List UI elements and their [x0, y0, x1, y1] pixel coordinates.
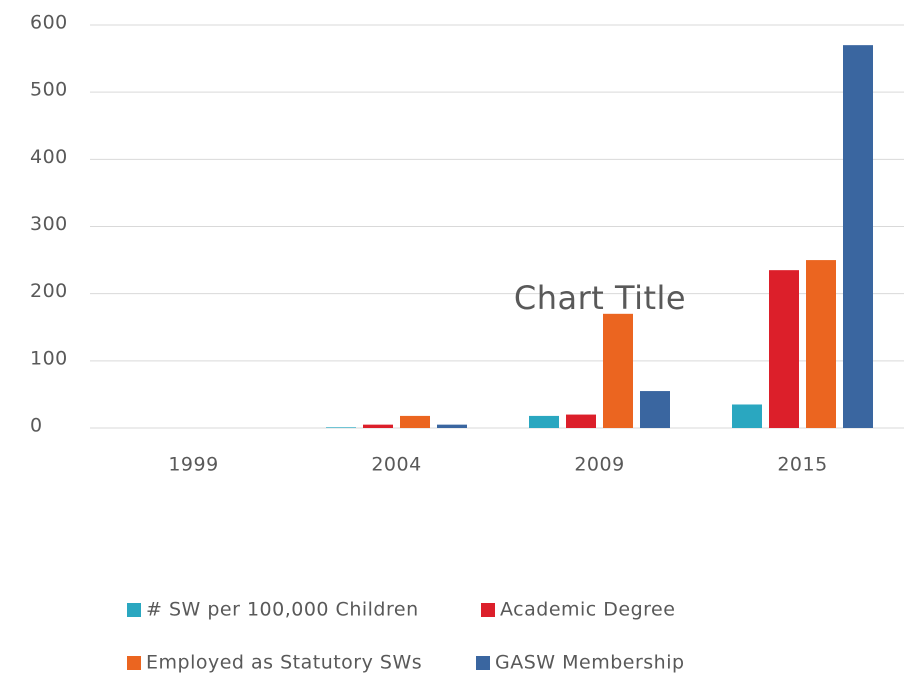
bar	[806, 260, 836, 428]
bar	[437, 424, 467, 428]
x-tick-label: 2015	[777, 454, 827, 476]
bar	[400, 415, 430, 428]
y-tick-label: 0	[30, 415, 43, 437]
x-tick-label: 2004	[371, 454, 421, 476]
legend-swatch	[127, 603, 141, 617]
x-tick-label: 1999	[168, 454, 218, 476]
y-tick-label: 400	[30, 146, 68, 168]
chart-title: Chart Title	[514, 279, 686, 317]
bar	[603, 313, 633, 428]
x-tick-label: 2009	[574, 454, 624, 476]
y-tick-label: 600	[30, 12, 68, 34]
bar	[326, 427, 356, 428]
y-tick-label: 300	[30, 213, 68, 235]
legend-label: # SW per 100,000 Children	[146, 599, 419, 621]
bar	[363, 424, 393, 428]
y-tick-label: 100	[30, 347, 68, 369]
y-tick-label: 200	[30, 280, 68, 302]
legend-label: GASW Membership	[495, 652, 685, 674]
legend-label: Academic Degree	[500, 599, 675, 621]
bar	[732, 404, 762, 428]
bar	[769, 270, 799, 428]
y-tick-label: 500	[30, 79, 68, 101]
bar	[640, 391, 670, 428]
legend-label: Employed as Statutory SWs	[146, 652, 422, 674]
legend-swatch	[476, 656, 490, 670]
legend-swatch	[481, 603, 495, 617]
bar	[566, 414, 596, 428]
legend-swatch	[127, 656, 141, 670]
bar	[529, 415, 559, 428]
bar	[843, 45, 873, 429]
